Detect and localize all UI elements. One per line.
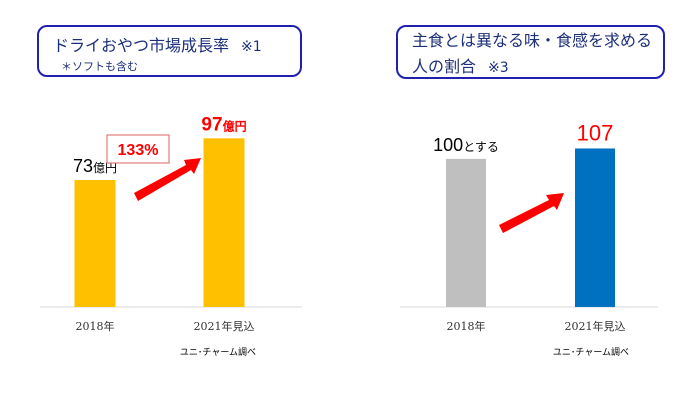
right-bar-2018 — [446, 158, 486, 307]
right-xtick-2018: 2018年 — [447, 319, 486, 333]
left-chart: 73億円 97億円 133% 2018年 2021年見込 ユニ･チャーム調べ — [40, 114, 302, 358]
right-value-label-2021: 107 — [577, 120, 614, 145]
right-title-line2-text: 人の割合 — [412, 57, 477, 76]
growth-badge-label: 133% — [118, 142, 159, 159]
right-source-note: ユニ･チャーム調べ — [553, 346, 629, 358]
left-growth-arrow-icon — [134, 158, 201, 201]
left-bar-2021 — [203, 138, 245, 307]
left-xtick-2018: 2018年 — [76, 319, 115, 333]
right-growth-arrow-icon — [499, 193, 564, 233]
right-value-number-2021: 107 — [577, 120, 614, 145]
left-xtick-2021: 2021年見込 — [194, 319, 255, 333]
right-title-box: 主食とは異なる味・食感を求める 人の割合 ※3 — [396, 25, 665, 79]
left-title-box: ドライおやつ市場成長率 ※1 ＊ソフトも含む — [37, 25, 302, 77]
left-value-number-2018: 73 — [73, 156, 93, 176]
left-value-unit-2021: 億円 — [223, 118, 247, 133]
right-title-line2: 人の割合 ※3 — [412, 53, 509, 77]
right-chart: 100とする 107 2018年 2021年見込 ユニ･チャーム調べ — [400, 120, 658, 358]
left-value-number-2021: 97 — [201, 114, 222, 135]
left-value-label-2021: 97億円 — [201, 114, 246, 135]
right-title-line1: 主食とは異なる味・食感を求める — [412, 31, 653, 50]
right-value-number-2018: 100 — [433, 135, 463, 155]
right-value-label-2018: 100とする — [433, 135, 499, 155]
right-xtick-2021: 2021年見込 — [565, 319, 626, 333]
left-source-note: ユニ･チャーム調べ — [180, 346, 256, 358]
left-bar-2018 — [74, 180, 116, 307]
growth-badge — [106, 134, 170, 164]
right-bar-2021 — [575, 148, 615, 307]
left-subtitle: ＊ソフトも含む — [61, 60, 138, 73]
left-title: ドライおやつ市場成長率 ※1 — [53, 32, 262, 56]
left-value-label-2018: 73億円 — [73, 156, 117, 176]
left-title-note: ※1 — [241, 39, 262, 55]
left-value-unit-2018: 億円 — [93, 161, 117, 175]
left-title-text: ドライおやつ市場成長率 — [53, 36, 230, 55]
right-title-note: ※3 — [488, 60, 509, 76]
right-value-unit-2018: とする — [463, 140, 499, 154]
